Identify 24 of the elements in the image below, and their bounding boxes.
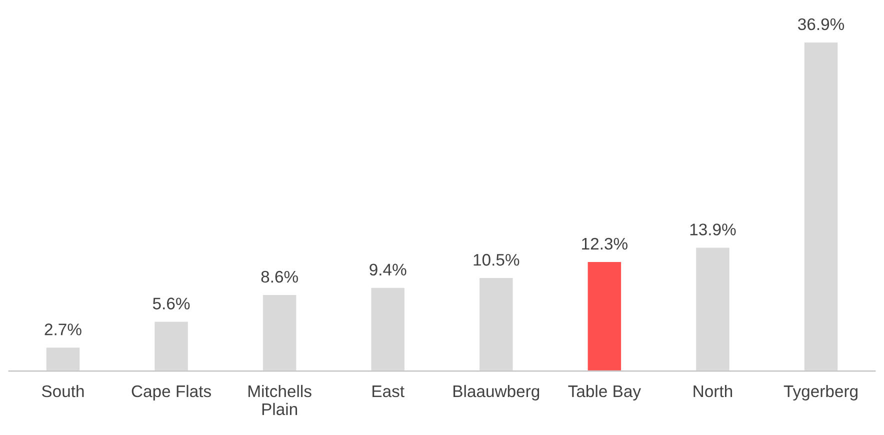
bar: [478, 276, 514, 372]
x-tick-label: Tygerberg: [784, 384, 858, 400]
x-tick-label: North: [694, 384, 732, 398]
x-tick-label: South: [42, 384, 84, 398]
x-tick-label: East: [372, 386, 404, 398]
data-label: 2.7%: [44, 324, 82, 336]
bar: [153, 320, 190, 372]
bar: [44, 346, 82, 372]
x-tick-label: Table Bay: [568, 384, 641, 400]
bar: [370, 286, 406, 372]
x-tick-label: Mitchells Plain: [248, 384, 312, 416]
data-label: 12.3%: [582, 238, 628, 250]
bar: [694, 246, 731, 372]
data-label: 8.6%: [261, 270, 298, 283]
bar: [262, 294, 298, 372]
x-tick-label: Blaauwberg: [454, 384, 540, 400]
x-tick-label: Cape Flats: [132, 384, 211, 400]
data-label: 9.4%: [370, 264, 406, 276]
bar: [586, 260, 622, 372]
data-label: 5.6%: [152, 298, 190, 310]
bar: [802, 41, 840, 372]
data-label: 13.9%: [690, 224, 736, 236]
data-label: 10.5%: [474, 254, 520, 266]
data-label: 36.9%: [798, 18, 844, 30]
